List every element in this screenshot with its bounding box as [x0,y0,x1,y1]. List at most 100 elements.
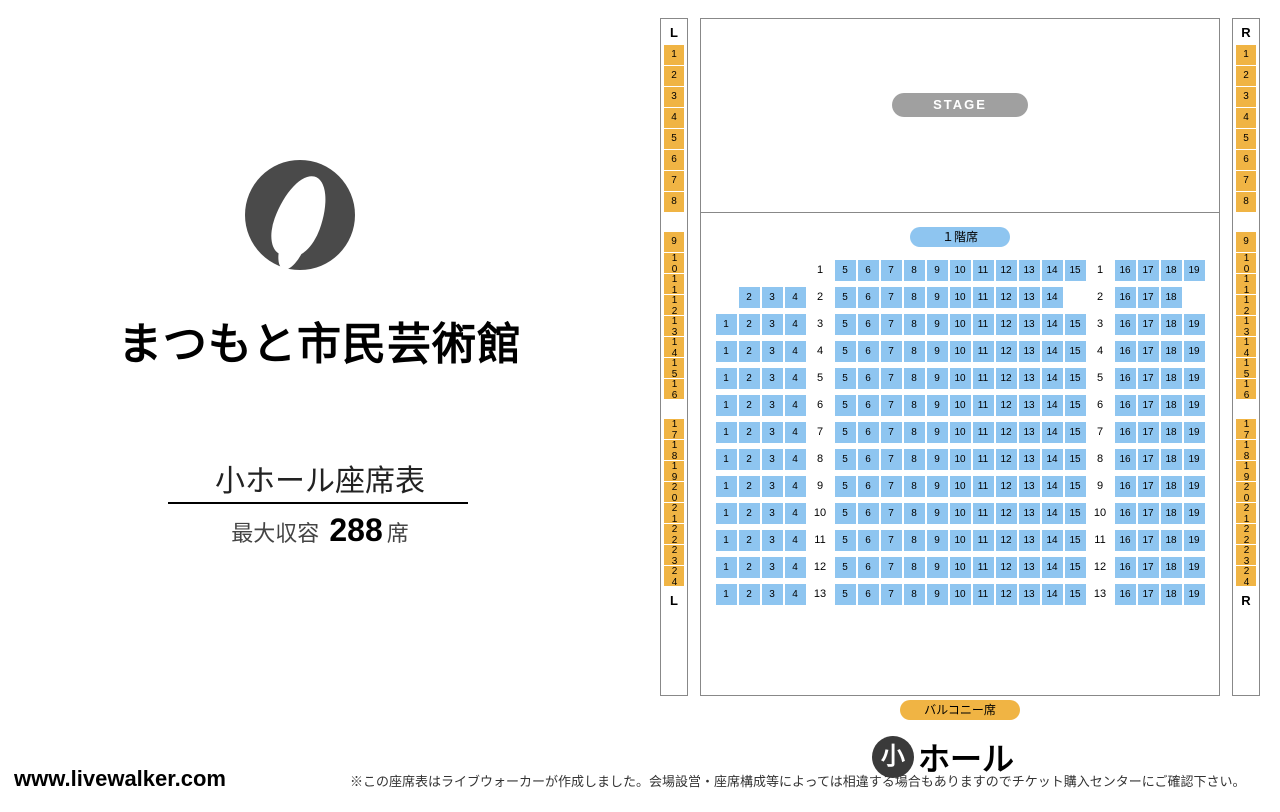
seat: 6 [858,503,879,524]
seat: 4 [785,449,806,470]
seat: 19 [1184,395,1205,416]
seat-row: 156789101112131415116171819 [707,259,1213,282]
balcony-seat: 19 [664,461,684,481]
balcony-seat: 7 [664,171,684,191]
balcony-seat: 8 [1236,192,1256,212]
seat-row: 1234756789101112131415716171819 [707,421,1213,444]
seat: 18 [1161,503,1182,524]
seat: 11 [973,287,994,308]
row-number: 11 [1090,530,1111,551]
seat: 15 [1065,422,1086,443]
seat: 17 [1138,395,1159,416]
seat: 13 [1019,287,1040,308]
seat: 8 [904,557,925,578]
balcony-seat: 22 [664,524,684,544]
stage-area: STAGE [700,18,1220,213]
seat: 10 [950,503,971,524]
seat: 10 [950,530,971,551]
seat-row: 1234656789101112131415616171819 [707,394,1213,417]
hall-badge-text: ホール [918,734,1014,780]
seat: 17 [1138,530,1159,551]
balcony-seat: 17 [1236,419,1256,439]
balcony-seat: 7 [1236,171,1256,191]
seat: 19 [1184,503,1205,524]
seat: 14 [1042,422,1063,443]
seat: 9 [927,287,948,308]
balcony-seat: 14 [1236,337,1256,357]
seat: 5 [835,260,856,281]
seat: 19 [1184,584,1205,605]
seat: 17 [1138,341,1159,362]
balcony-seat: 13 [1236,316,1256,336]
seat: 7 [881,557,902,578]
seat: 2 [739,422,760,443]
row-number: 10 [810,503,831,524]
capacity-line: 最大収容 288席 [0,512,640,549]
balcony-seat: 10 [664,253,684,273]
seat: 19 [1184,314,1205,335]
balcony-seat: 19 [1236,461,1256,481]
seat: 18 [1161,314,1182,335]
balcony-right-label: R [1233,19,1259,44]
seat: 2 [739,341,760,362]
seat: 19 [1184,449,1205,470]
seat: 18 [1161,422,1182,443]
seat: 2 [739,449,760,470]
balcony-seat: 23 [664,545,684,565]
seat: 11 [973,530,994,551]
balcony-seat: 12 [1236,295,1256,315]
balcony-seat: 24 [664,566,684,586]
seat: 4 [785,584,806,605]
row-number: 4 [1090,341,1111,362]
seat: 8 [904,584,925,605]
seat: 4 [785,557,806,578]
row-number: 5 [810,368,831,389]
row-number: 2 [810,287,831,308]
seat: 14 [1042,341,1063,362]
seat: 8 [904,314,925,335]
seat: 4 [785,368,806,389]
seat: 7 [881,476,902,497]
seat: 12 [996,476,1017,497]
seat: 6 [858,287,879,308]
seat: 14 [1042,584,1063,605]
seat: 15 [1065,503,1086,524]
seat: 10 [950,341,971,362]
seat: 8 [904,395,925,416]
seat: 17 [1138,449,1159,470]
seat: 16 [1115,503,1136,524]
seat: 16 [1115,341,1136,362]
seat: 8 [904,503,925,524]
seat: 10 [950,584,971,605]
seat: 1 [716,341,737,362]
row-number: 12 [810,557,831,578]
seat: 14 [1042,314,1063,335]
seat: 3 [762,503,783,524]
seat: 1 [716,422,737,443]
seat: 16 [1115,314,1136,335]
seat: 18 [1161,368,1182,389]
balcony-seat: 21 [1236,503,1256,523]
main-floor: １階席 156789101112131415116171819234256789… [700,213,1220,696]
seat: 4 [785,314,806,335]
seat: 3 [762,449,783,470]
hall-badge-char: 小 [872,736,914,778]
seat: 18 [1161,584,1182,605]
seat: 15 [1065,557,1086,578]
seat: 18 [1161,530,1182,551]
row-number: 13 [810,584,831,605]
row-number: 4 [810,341,831,362]
seat: 18 [1161,476,1182,497]
balcony-seat: 1 [1236,45,1256,65]
capacity-prefix: 最大収容 [231,521,319,546]
balcony-seat: 20 [1236,482,1256,502]
seat: 6 [858,395,879,416]
seat: 16 [1115,584,1136,605]
seat: 1 [716,368,737,389]
seat: 16 [1115,395,1136,416]
seat: 13 [1019,557,1040,578]
seat: 2 [739,530,760,551]
seat: 8 [904,476,925,497]
hall-badge: 小 ホール [872,734,1014,780]
venue-logo [245,160,355,270]
